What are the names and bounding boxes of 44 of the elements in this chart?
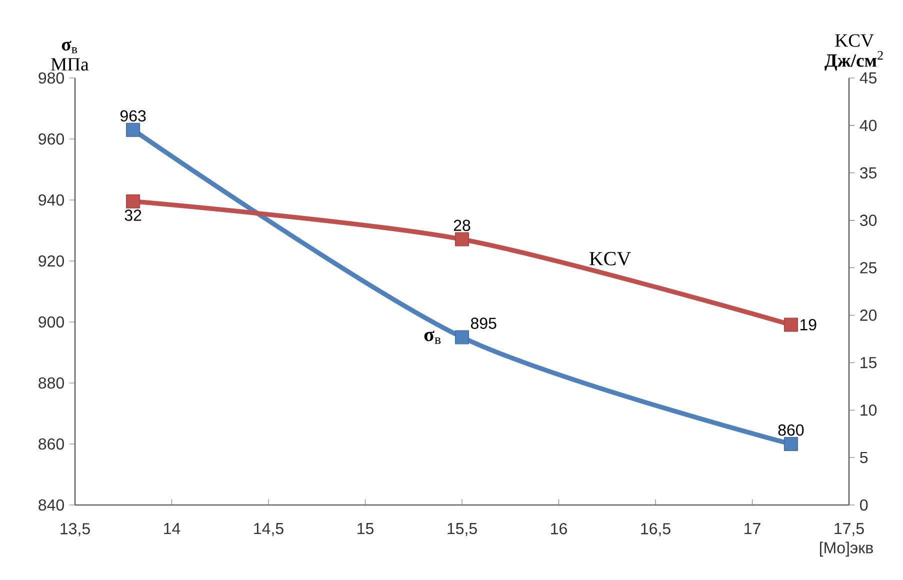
y-tick-label: 860 [38,438,64,450]
x-tick-label: 15 [358,523,374,534]
point [126,194,140,208]
y2-tick-label: 30 [860,214,877,226]
y2-tick-label: 20 [860,310,877,321]
y-tick-label: 960 [38,133,64,145]
y-tick-label: 900 [38,316,64,328]
point [784,318,798,332]
x-tick-label: 16 [551,523,567,534]
y-tick-label: 880 [38,377,64,389]
y-tick-label: 840 [38,499,64,511]
y2-axis-title: KCV Дж/см$^{2}$ [824,34,883,71]
x-tick-label: 14,5 [254,523,284,536]
x-tick-label: 15,5 [448,523,477,536]
data-label: 895 [470,318,496,329]
x-tick-label: 16,5 [641,523,670,536]
x-tick-label: 17,5 [834,523,864,536]
x-tick-label: 13,5 [60,523,90,536]
series-label: σ$_{в}$ [424,330,441,344]
y2-tick-label: 0 [860,499,868,511]
y2-tick-label: 45 [860,72,877,84]
x-tick-label: 14 [164,523,180,534]
point [455,330,470,344]
y-tick-label: 940 [38,194,64,206]
data-label: 860 [778,424,804,436]
x-tick-label: 17 [744,523,760,534]
data-label: 28 [454,220,470,232]
y2-tick-label: 25 [860,262,877,274]
point [784,436,798,451]
y2-tick-label: 40 [860,120,877,132]
point [455,232,470,246]
y-tick-label: 920 [38,255,64,267]
y-axis-title: σ$_{в}$ МПа [51,40,89,71]
x-axis-title: [Mo]экв [820,542,873,557]
y2-tick-label: 5 [860,452,868,464]
y-tick-label: 980 [38,72,64,84]
data-label: 19 [800,319,816,330]
point [126,122,140,137]
y2-tick-label: 10 [860,404,877,416]
data-label: 32 [124,210,142,221]
y2-tick-label: 15 [860,357,877,368]
series-label: KCV [590,252,631,266]
data-label: 963 [120,110,146,122]
y2-tick-label: 35 [860,167,877,179]
